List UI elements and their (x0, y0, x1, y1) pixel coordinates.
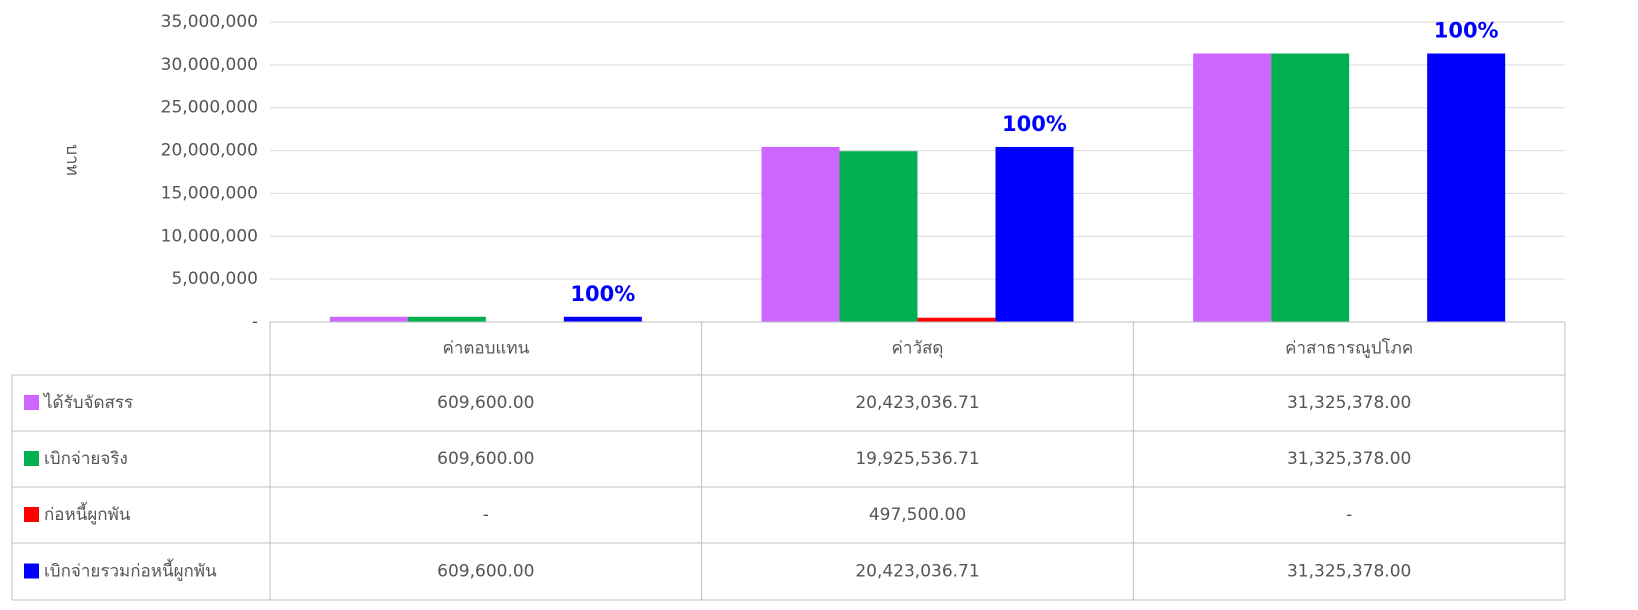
table-cell: 31,325,378.00 (1287, 449, 1411, 469)
bar (1427, 53, 1506, 322)
table-cell: 609,600.00 (437, 562, 534, 582)
y-tick-label: 5,000,000 (171, 269, 258, 289)
percent-label: 100% (1002, 112, 1067, 136)
table-header: ค่าสาธารณูปโภค (1285, 338, 1413, 359)
bar (995, 146, 1074, 322)
percent-label: 100% (1434, 18, 1499, 42)
legend-swatch (24, 451, 39, 466)
bar (407, 316, 486, 322)
legend-swatch (24, 507, 39, 522)
table-cell: 20,423,036.71 (855, 562, 979, 582)
table-cell: - (483, 505, 489, 525)
table-cell: 20,423,036.71 (855, 393, 979, 413)
legend-swatch (24, 395, 39, 410)
percent-label: 100% (570, 282, 635, 306)
legend-label: ได้รับจัดสรร (42, 392, 133, 413)
table-header: ค่าตอบแทน (442, 339, 529, 359)
bar (761, 146, 840, 322)
bar (839, 151, 918, 322)
y-tick-label: 30,000,000 (161, 55, 258, 75)
table-cell: 31,325,378.00 (1287, 562, 1411, 582)
table-cell: 497,500.00 (869, 505, 966, 525)
legend-swatch (24, 563, 39, 579)
bar (1193, 53, 1272, 322)
table-cell: 609,600.00 (437, 449, 534, 469)
table-header: ค่าวัสดุ (892, 339, 944, 359)
table-cell: 31,325,378.00 (1287, 393, 1411, 413)
legend-label: เบิกจ่ายจริง (44, 449, 128, 469)
bar (917, 317, 996, 322)
table-cell: - (1346, 505, 1352, 525)
bar (329, 316, 408, 322)
legend-label: เบิกจ่ายรวมก่อหนี้ผูกพัน (44, 559, 217, 582)
y-tick-label: - (252, 312, 258, 332)
y-tick-label: 10,000,000 (161, 226, 258, 246)
y-tick-label: 35,000,000 (161, 12, 258, 32)
table-cell: 609,600.00 (437, 393, 534, 413)
table-cell: 19,925,536.71 (855, 449, 979, 469)
y-tick-label: 25,000,000 (161, 98, 258, 118)
bar (1271, 53, 1350, 322)
bar (563, 316, 642, 322)
y-tick-label: 20,000,000 (161, 141, 258, 161)
y-tick-label: 15,000,000 (161, 183, 258, 203)
legend-label: ก่อหนี้ผูกพัน (44, 502, 131, 525)
y-axis-label: บาท (62, 144, 82, 176)
